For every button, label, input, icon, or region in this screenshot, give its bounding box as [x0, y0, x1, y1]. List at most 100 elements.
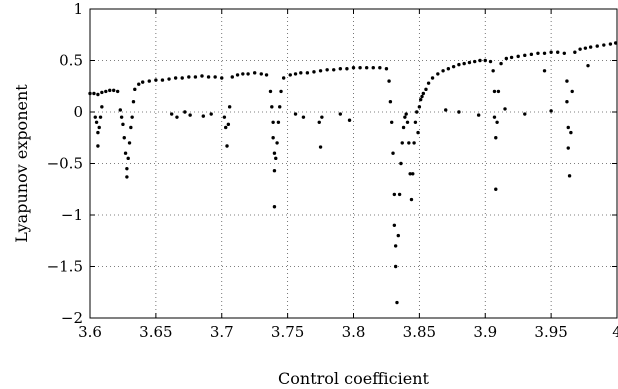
data-point	[104, 89, 108, 94]
data-point	[444, 108, 448, 112]
data-point	[378, 66, 382, 70]
data-point	[495, 120, 499, 125]
data-point	[278, 105, 282, 109]
data-point	[556, 50, 560, 54]
data-point	[137, 82, 141, 86]
data-point	[405, 120, 410, 125]
data-point	[93, 115, 97, 119]
data-point	[491, 69, 495, 73]
data-point	[418, 97, 423, 102]
data-point	[98, 115, 103, 119]
data-point	[100, 90, 104, 95]
data-point	[430, 76, 435, 80]
data-point	[523, 53, 527, 58]
data-point	[408, 172, 412, 176]
data-point	[494, 136, 498, 140]
data-point	[492, 89, 497, 94]
data-point	[424, 87, 428, 92]
data-point	[312, 70, 316, 74]
data-point	[175, 115, 179, 119]
data-point	[259, 72, 263, 76]
data-point	[272, 205, 277, 209]
data-point	[271, 136, 275, 140]
data-point	[542, 69, 547, 73]
data-point	[586, 63, 590, 68]
data-point	[293, 72, 298, 76]
data-point	[241, 72, 245, 76]
data-point	[270, 105, 274, 109]
data-point	[393, 244, 398, 248]
data-point	[536, 51, 540, 55]
data-point	[476, 113, 481, 117]
data-point	[516, 54, 520, 59]
y-tick-label: −1	[61, 206, 83, 224]
data-point	[130, 115, 134, 119]
data-point	[97, 125, 101, 130]
data-point	[92, 91, 96, 96]
data-point	[351, 66, 356, 70]
data-point	[147, 79, 151, 83]
data-point	[566, 146, 570, 150]
data-point	[206, 75, 211, 79]
y-tick-label: 0.5	[59, 52, 83, 70]
data-point	[209, 112, 213, 116]
data-point	[420, 94, 424, 99]
data-point	[388, 100, 393, 104]
data-point	[188, 113, 192, 117]
data-point	[570, 89, 574, 94]
data-point	[566, 125, 570, 130]
data-point	[193, 75, 198, 79]
data-point	[387, 79, 391, 83]
data-point	[567, 174, 572, 178]
data-point	[426, 81, 431, 85]
data-point	[127, 141, 132, 145]
data-point	[318, 145, 323, 149]
y-tick-labels: 1 0.5 0 −0.5 −1 −1.5 −2	[47, 0, 83, 327]
x-tick-label: 3.7	[210, 323, 234, 341]
data-point	[457, 62, 461, 67]
data-point	[371, 66, 375, 70]
data-point	[411, 172, 415, 176]
data-point	[421, 91, 426, 96]
data-point	[100, 105, 104, 109]
data-point	[220, 76, 224, 80]
y-tick-label: 0	[73, 103, 83, 121]
data-point	[467, 60, 472, 65]
data-point	[121, 122, 125, 127]
data-points	[88, 41, 618, 305]
data-point	[404, 112, 408, 116]
data-point	[358, 66, 362, 70]
data-point	[317, 120, 321, 125]
data-point	[415, 110, 419, 114]
data-point	[504, 56, 509, 61]
data-point	[608, 42, 613, 46]
data-point	[227, 105, 232, 109]
data-point	[275, 141, 279, 145]
data-point	[338, 112, 343, 116]
data-point	[235, 73, 240, 77]
data-point	[264, 73, 269, 77]
y-tick-label: −0.5	[47, 155, 83, 173]
x-tick-label: 3.75	[271, 323, 304, 341]
data-point	[403, 115, 407, 119]
data-point	[268, 89, 273, 94]
data-point	[509, 55, 514, 60]
data-point	[446, 67, 451, 71]
data-point	[478, 58, 482, 63]
data-point	[393, 264, 398, 269]
data-point	[588, 45, 593, 49]
data-point	[407, 141, 411, 145]
data-point	[200, 74, 204, 78]
y-tick-label: −1.5	[47, 258, 83, 276]
data-point	[583, 46, 588, 50]
data-point	[281, 76, 286, 80]
data-point	[529, 52, 534, 57]
data-point	[126, 156, 130, 161]
x-tick-label: 3.65	[139, 323, 172, 341]
data-point	[141, 80, 145, 84]
data-point	[400, 141, 404, 145]
x-tick-label: 3.9	[473, 323, 497, 341]
data-point	[325, 68, 329, 72]
data-point	[112, 88, 116, 93]
x-tick-label: 3.95	[534, 323, 567, 341]
